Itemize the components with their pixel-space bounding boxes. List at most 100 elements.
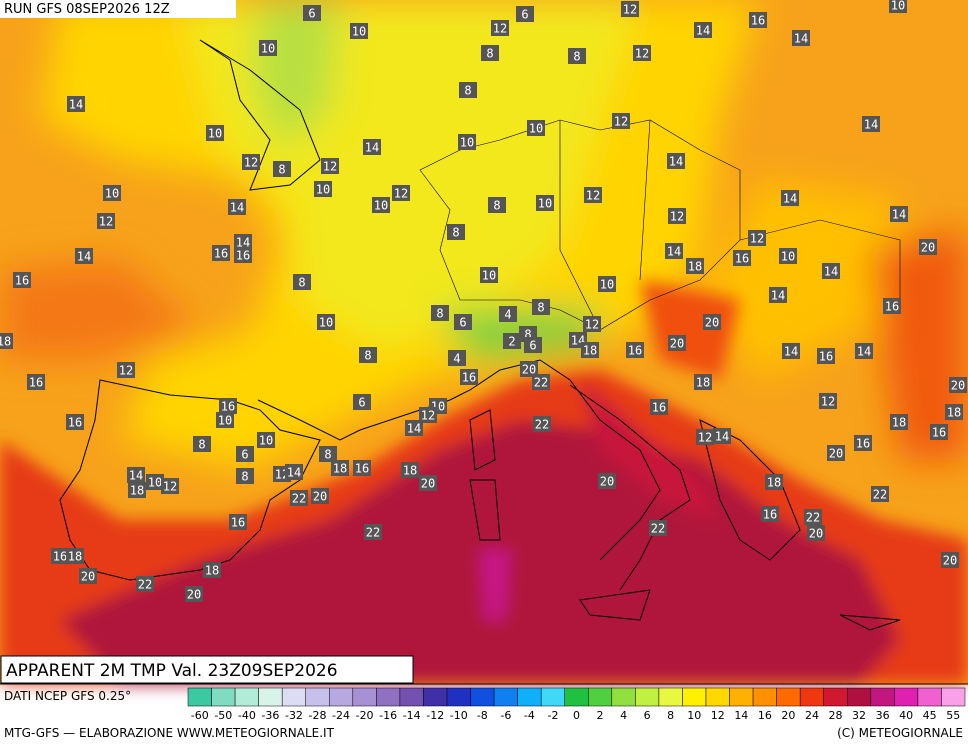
label-box (161, 478, 179, 494)
label-box (919, 239, 937, 255)
temperature-label: 22 (366, 526, 380, 540)
label-box (871, 486, 889, 502)
label-box (536, 195, 554, 211)
label-box (781, 190, 799, 206)
label-box (212, 245, 230, 261)
temperature-label: 16 (53, 550, 67, 564)
label-box (516, 6, 534, 22)
temperature-label: 8 (436, 307, 443, 321)
temperature-label: 22 (138, 578, 152, 592)
temperature-label: 20 (670, 337, 684, 351)
label-box (405, 420, 423, 436)
colorbar-label: -16 (379, 709, 397, 722)
temperature-label: 20 (943, 554, 957, 568)
label-box (319, 446, 337, 462)
temperature-label: 8 (298, 276, 305, 290)
temperature-label: 8 (524, 328, 531, 342)
temperature-label: 10 (148, 476, 162, 490)
temperature-label: 18 (696, 376, 710, 390)
colorbar-label: -8 (477, 709, 488, 722)
temperature-label: 22 (534, 376, 548, 390)
label-box (499, 306, 517, 322)
temperature-label: 8 (486, 47, 493, 61)
temperature-label: 8 (464, 84, 471, 98)
label-box (765, 474, 783, 490)
temperature-label: 14 (864, 118, 878, 132)
label-box (285, 464, 303, 480)
temperature-label: 22 (806, 511, 820, 525)
label-box (117, 362, 135, 378)
colorbar-label: -12 (426, 709, 444, 722)
label-box (401, 462, 419, 478)
colorbar-label: 16 (758, 709, 772, 722)
temperature-label: 10 (105, 187, 119, 201)
colorbar-swatch (635, 687, 660, 707)
colorbar-swatch (281, 687, 306, 707)
temperature-label: 12 (493, 22, 507, 36)
temperature-label: 8 (278, 163, 285, 177)
copyright: (C) METEOGIORNALE (837, 726, 963, 740)
label-box (234, 247, 252, 263)
temperature-label: 10 (218, 414, 232, 428)
temperature-label: 18 (0, 335, 11, 349)
colorbar-label: 0 (573, 709, 580, 722)
label-box (206, 125, 224, 141)
temperature-label: 8 (324, 448, 331, 462)
colorbar-label: -50 (214, 709, 232, 722)
temperature-label: 14 (365, 141, 379, 155)
temperature-label: 16 (236, 249, 250, 263)
colorbar-label: -60 (191, 709, 209, 722)
temperature-label: 10 (208, 127, 222, 141)
label-box (363, 139, 381, 155)
colorbar-swatch (799, 687, 824, 707)
label-box (236, 468, 254, 484)
colorbar-swatch (941, 687, 966, 707)
label-box (75, 248, 93, 264)
temperature-label: 14 (715, 430, 729, 444)
temperature-label: 10 (460, 136, 474, 150)
label-box (259, 40, 277, 56)
temperature-label: 12 (99, 215, 113, 229)
label-box (749, 12, 767, 28)
temperature-label: 16 (29, 376, 43, 390)
label-box (804, 509, 822, 525)
temperature-label: 22 (535, 418, 549, 432)
temperature-label: 10 (261, 42, 275, 56)
colorbar-swatch (894, 687, 919, 707)
temperature-label: 14 (783, 192, 797, 206)
temperature-label: 12 (585, 318, 599, 332)
colorbar-label: 40 (899, 709, 913, 722)
label-box (431, 305, 449, 321)
temperature-label: 18 (205, 564, 219, 578)
colorbar-label: 24 (805, 709, 819, 722)
label-box (458, 134, 476, 150)
temperature-label: 16 (819, 350, 833, 364)
colorbar-swatch (187, 687, 212, 707)
colorbar-swatch (611, 687, 636, 707)
colorbar-swatch (234, 687, 259, 707)
coastlines (59, 39, 901, 631)
temperature-label: 14 (129, 469, 143, 483)
temperature-label: 20 (81, 570, 95, 584)
map-title: APPARENT 2M TMP Val. 23Z09SEP2026 (6, 661, 338, 681)
temperature-label: 8 (198, 438, 205, 452)
colorbar-label: -36 (261, 709, 279, 722)
temperature-label: 16 (68, 416, 82, 430)
label-box (353, 394, 371, 410)
label-box (66, 548, 84, 564)
colorbar-label: -14 (403, 709, 421, 722)
temperature-label: 6 (308, 7, 315, 21)
label-box (13, 272, 31, 288)
label-box (583, 316, 601, 332)
label-box (79, 568, 97, 584)
label-box (941, 552, 959, 568)
label-box (234, 234, 252, 250)
label-box (480, 267, 498, 283)
colorbar-swatch (682, 687, 707, 707)
label-box (890, 414, 908, 430)
colorbar-label: -32 (285, 709, 303, 722)
label-box (748, 230, 766, 246)
temperature-label: 20 (522, 363, 536, 377)
label-box (219, 398, 237, 414)
